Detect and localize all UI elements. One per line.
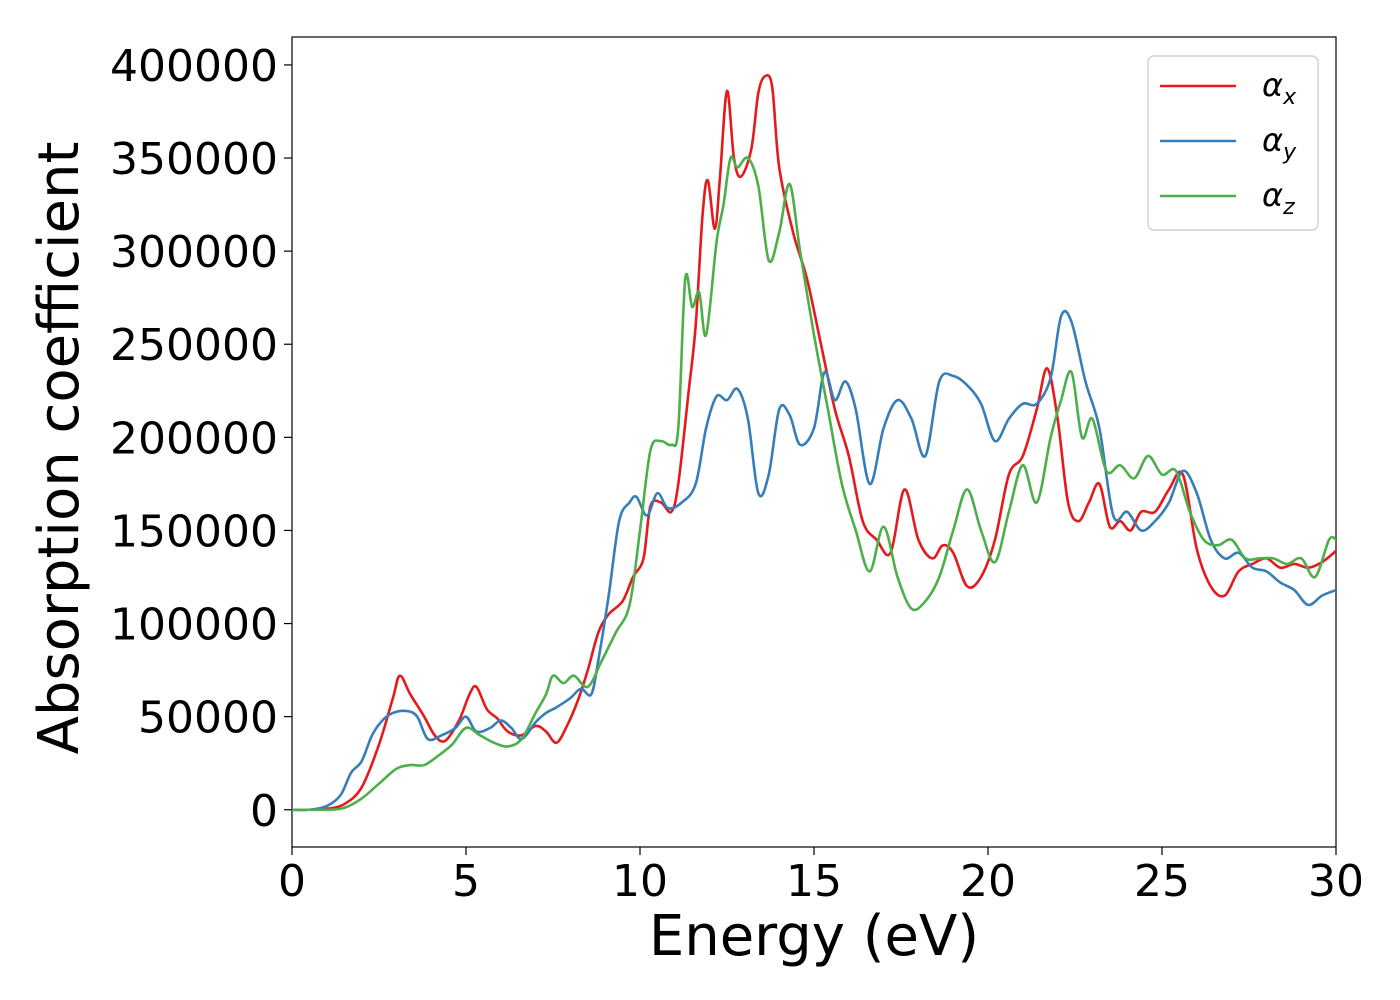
legend: αx αy αz (1147, 55, 1319, 231)
y-tick-label: 150000 (110, 506, 278, 557)
legend-label-alpha-z: αz (1262, 176, 1295, 220)
x-tick-label: 15 (786, 856, 842, 907)
x-tick-label: 25 (1134, 856, 1190, 907)
y-tick-label: 50000 (138, 693, 278, 744)
y-tick-label: 300000 (110, 227, 278, 278)
y-axis-label: Absorption coefficient (27, 142, 92, 755)
x-tick-label: 5 (452, 856, 480, 907)
y-tick-label: 350000 (110, 134, 278, 185)
x-axis-label: Energy (eV) (649, 904, 979, 969)
ticks-layer: 0 5 10 15 20 25 30 0 50000 100000 150000 200000 2500… (110, 41, 1364, 907)
x-tick-label: 0 (278, 856, 306, 907)
x-tick-label: 10 (612, 856, 668, 907)
y-tick-label: 250000 (110, 320, 278, 371)
legend-label-alpha-x: αx (1262, 66, 1297, 110)
y-tick-label: 100000 (110, 600, 278, 651)
legend-label-alpha-y: αy (1262, 121, 1297, 165)
y-tick-label: 400000 (110, 41, 278, 92)
x-tick-label: 20 (960, 856, 1016, 907)
series-line-alpha-x (292, 73, 1336, 812)
legend-box (1147, 55, 1319, 231)
series-layer (292, 73, 1336, 812)
y-tick-label: 0 (250, 786, 278, 837)
y-tick-label: 200000 (110, 413, 278, 464)
series-line-alpha-y (292, 309, 1336, 812)
x-tick-label: 30 (1308, 856, 1364, 907)
series-line-alpha-z (292, 155, 1336, 812)
